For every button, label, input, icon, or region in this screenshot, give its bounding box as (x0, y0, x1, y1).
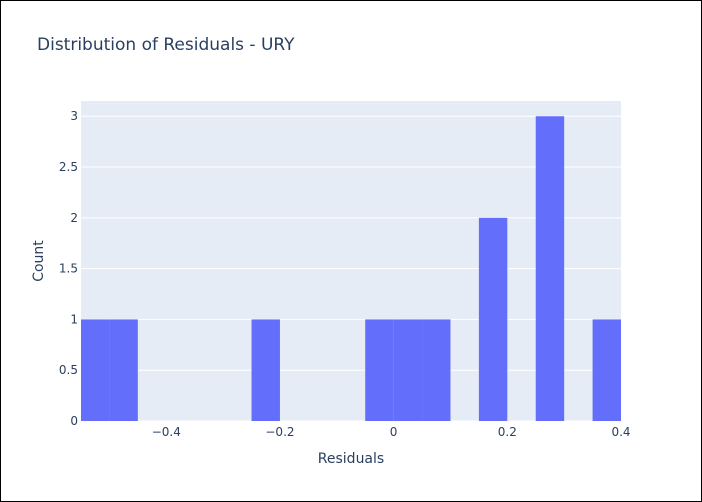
chart-title: Distribution of Residuals - URY (37, 35, 295, 55)
x-tick-label: −0.2 (265, 425, 294, 439)
y-axis-ticks: 0 0.5 1 1.5 2 2.5 3 (59, 109, 78, 428)
bars (81, 116, 621, 421)
histogram-bar[interactable] (422, 319, 451, 421)
x-axis-ticks: −0.4 −0.2 0 0.2 0.4 (152, 425, 631, 439)
x-tick-label: −0.4 (152, 425, 181, 439)
histogram-bar[interactable] (109, 319, 138, 421)
y-tick-label: 0.5 (59, 363, 78, 377)
y-tick-label: 0 (70, 414, 78, 428)
histogram-bar[interactable] (535, 116, 565, 421)
histogram-bar[interactable] (81, 319, 110, 421)
histogram-bar[interactable] (592, 319, 621, 421)
x-axis-title: Residuals (318, 451, 384, 467)
grid-lines (81, 115, 621, 422)
histogram-bar[interactable] (393, 319, 423, 421)
y-tick-label: 2 (70, 211, 78, 225)
histogram-bar[interactable] (251, 319, 280, 421)
y-tick-label: 3 (70, 109, 78, 123)
x-tick-label: 0 (390, 425, 398, 439)
y-tick-label: 1.5 (59, 262, 78, 276)
histogram-bar[interactable] (365, 319, 394, 421)
x-tick-label: 0.2 (498, 425, 517, 439)
y-tick-label: 1 (70, 312, 78, 326)
histogram-bar[interactable] (478, 217, 508, 421)
x-tick-label: 0.4 (611, 425, 630, 439)
plot-area (81, 101, 621, 421)
y-tick-label: 2.5 (59, 160, 78, 174)
y-axis-title: Count (31, 240, 47, 282)
